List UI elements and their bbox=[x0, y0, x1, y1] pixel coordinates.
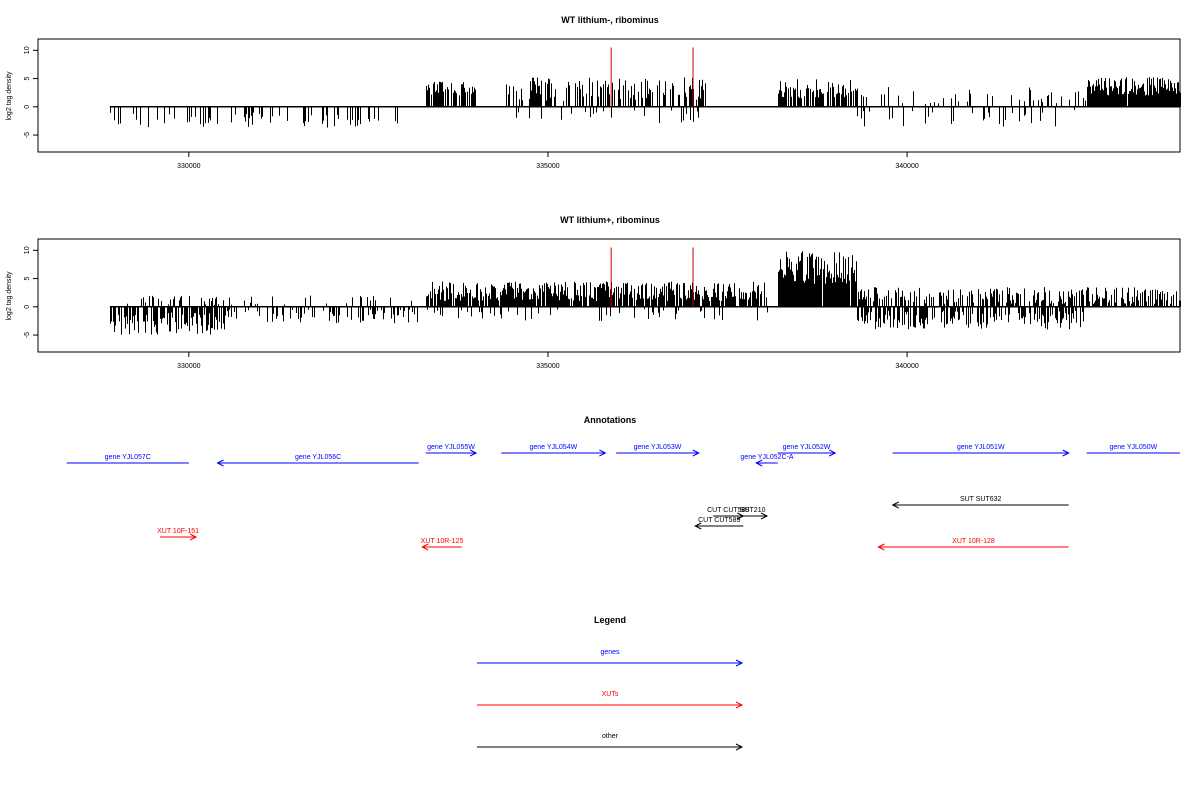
legend-entries: genes XUTs other bbox=[477, 649, 744, 751]
feature-xuts: XUT 10F-151 bbox=[157, 528, 199, 541]
feature-arrow-arrowhead bbox=[216, 459, 224, 467]
y-tick-label: 0 bbox=[24, 305, 31, 309]
feature-xuts: XUT 10R-125 bbox=[421, 538, 464, 551]
coverage-bars-lithium-minus bbox=[109, 47, 1181, 128]
feature-genes: gene YJL055W bbox=[425, 444, 478, 457]
feature-arrow-arrowhead bbox=[760, 512, 769, 520]
x-tick-label: 335000 bbox=[536, 363, 559, 370]
feature-genes: gene YJL056C bbox=[216, 454, 419, 467]
feature-label: gene YJL052C-A bbox=[740, 454, 794, 461]
legend-entry-xuts: XUTs bbox=[477, 691, 744, 709]
x-tick-label: 340000 bbox=[895, 363, 918, 370]
annotations-title: Annotations bbox=[584, 415, 637, 425]
feature-label: gene YJL053W bbox=[634, 444, 682, 451]
legend-label: XUTs bbox=[602, 691, 619, 698]
feature-label: gene YJL056C bbox=[295, 454, 341, 461]
feature-label: XUT 10F-151 bbox=[157, 528, 199, 535]
annotation-features: gene YJL057C gene YJL056C gene YJL055W gene… bbox=[66, 444, 1180, 551]
x-tick-label: 330000 bbox=[177, 363, 200, 370]
legend-entry-genes: genes bbox=[477, 649, 744, 667]
y-tick-label: 0 bbox=[24, 105, 31, 109]
feature-label: XUT 10R-128 bbox=[952, 538, 995, 545]
feature-arrow-arrowhead bbox=[469, 449, 478, 457]
coverage-panel-lithium-plus: WT lithium+, ribominus log2 tag density … bbox=[6, 215, 1181, 370]
feature-arrow-arrowhead bbox=[421, 543, 429, 551]
axes-lithium-plus: -5 0 5 10 330000 335000 340000 bbox=[24, 246, 919, 370]
panel-title-lithium-minus: WT lithium-, ribominus bbox=[561, 15, 659, 25]
x-tick-label: 330000 bbox=[177, 163, 200, 170]
legend-label: genes bbox=[600, 649, 620, 656]
feature-genes: gene YJL052W bbox=[777, 444, 837, 457]
feature-other: CUT CUT589 bbox=[694, 517, 744, 530]
feature-arrow-arrowhead bbox=[189, 533, 198, 541]
annotation-track: Annotations gene YJL057C gene YJL056Cgene… bbox=[66, 415, 1180, 551]
feature-label: gene YJL054W bbox=[529, 444, 577, 451]
panel-title-lithium-plus: WT lithium+, ribominus bbox=[560, 215, 660, 225]
feature-arrow-arrowhead bbox=[829, 449, 837, 457]
legend-entry-other: other bbox=[477, 733, 744, 751]
plot-frame-lithium-plus bbox=[37, 238, 1181, 353]
coverage-panel-lithium-minus: WT lithium-, ribominus log2 tag density … bbox=[6, 15, 1181, 170]
feature-xuts: XUT 10R-128 bbox=[877, 538, 1069, 551]
feature-label: gene YJL052W bbox=[783, 444, 831, 451]
legend-label: other bbox=[602, 733, 619, 740]
legend-arrow-arrowhead bbox=[735, 743, 744, 751]
legend-arrow-arrowhead bbox=[735, 701, 744, 709]
y-tick-label: 5 bbox=[24, 277, 31, 281]
axes-lithium-minus: -5 0 5 10 330000 335000 340000 bbox=[24, 46, 919, 170]
feature-genes: gene YJL050W bbox=[1086, 444, 1180, 454]
x-tick-label: 335000 bbox=[536, 163, 559, 170]
coverage-bars-lithium-plus bbox=[109, 247, 1181, 335]
feature-label: gene YJL051W bbox=[957, 444, 1005, 451]
y-tick-label: 10 bbox=[24, 246, 31, 254]
y-tick-label: 5 bbox=[24, 77, 31, 81]
feature-genes: gene YJL057C bbox=[66, 454, 189, 464]
feature-genes: gene YJL051W bbox=[892, 444, 1070, 457]
feature-label: gene YJL050W bbox=[1109, 444, 1157, 451]
legend-title: Legend bbox=[594, 615, 626, 625]
y-tick-label: -5 bbox=[24, 332, 31, 338]
feature-other: SUT210 bbox=[738, 507, 769, 520]
y-axis-label-lithium-plus: log2 tag density bbox=[6, 271, 13, 321]
y-tick-label: 10 bbox=[24, 46, 31, 54]
feature-label: CUT CUT589 bbox=[698, 517, 740, 524]
feature-label: CUT CUT589 bbox=[707, 507, 749, 514]
feature-label: XUT 10R-125 bbox=[421, 538, 464, 545]
feature-arrow-arrowhead bbox=[694, 522, 702, 530]
legend-panel: Legend genes XUTs other bbox=[477, 615, 744, 751]
feature-genes: gene YJL053W bbox=[616, 444, 700, 457]
y-axis-label-lithium-minus: log2 tag density bbox=[6, 71, 13, 121]
feature-arrow-arrowhead bbox=[755, 459, 763, 467]
feature-genes: gene YJL054W bbox=[501, 444, 607, 457]
feature-arrow-arrowhead bbox=[891, 501, 899, 509]
feature-genes: gene YJL052C-A bbox=[740, 454, 794, 467]
feature-arrow-arrowhead bbox=[877, 543, 885, 551]
y-tick-label: -5 bbox=[24, 132, 31, 138]
feature-other: SUT SUT632 bbox=[891, 496, 1069, 509]
x-tick-label: 340000 bbox=[895, 163, 918, 170]
feature-label: SUT210 bbox=[740, 507, 766, 514]
feature-arrow-arrowhead bbox=[692, 449, 700, 457]
feature-label: gene YJL055W bbox=[427, 444, 475, 451]
feature-arrow-arrowhead bbox=[1062, 449, 1070, 457]
feature-label: gene YJL057C bbox=[105, 454, 151, 461]
legend-arrow-arrowhead bbox=[735, 659, 744, 667]
feature-label: SUT SUT632 bbox=[960, 496, 1002, 503]
feature-arrow-arrowhead bbox=[599, 449, 607, 457]
